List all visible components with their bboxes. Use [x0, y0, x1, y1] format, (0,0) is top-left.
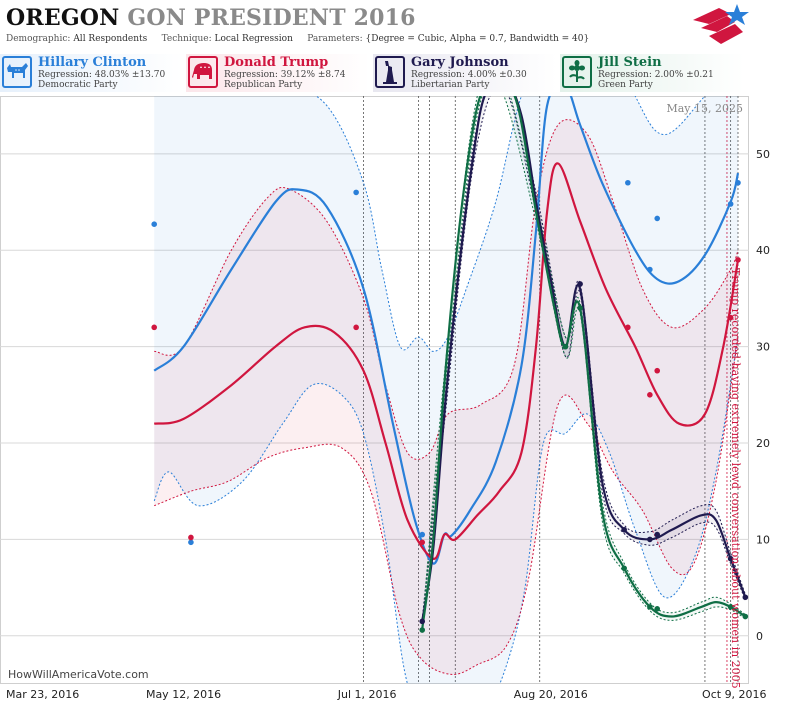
data-point: [188, 534, 194, 541]
y-tick-label: 50: [756, 148, 770, 161]
y-tick-label: 30: [756, 341, 770, 354]
x-tick-label: Jul 1, 2016: [337, 688, 397, 701]
data-point: [625, 179, 631, 186]
data-point: [625, 324, 631, 331]
page-title: OREGON GON PRESIDENT 2016: [6, 5, 416, 31]
data-point: [735, 257, 741, 263]
data-point: [353, 189, 359, 196]
plot-frame: [0, 96, 749, 684]
regression-line: [421, 96, 746, 630]
source-footer: HowWillAmericaVote.com: [8, 668, 149, 681]
data-point: [577, 305, 583, 311]
title-state: OREGON: [6, 5, 120, 31]
data-point: [188, 539, 194, 546]
data-point: [742, 613, 749, 620]
candidate-regression: Regression: 2.00% ±0.21: [598, 70, 714, 80]
candidate-party: Libertarian Party: [411, 80, 490, 90]
lower-bound-line: [153, 336, 739, 684]
candidate-name: Hillary Clinton: [38, 55, 147, 70]
y-tick-label: 0: [756, 630, 763, 643]
flower-icon: [562, 56, 592, 88]
confidence-band: [154, 119, 738, 675]
data-point: [419, 531, 426, 538]
candidate-party: Green Party: [598, 80, 653, 90]
plot-area: [151, 96, 749, 684]
regression-line: [153, 96, 740, 565]
data-point: [654, 606, 661, 612]
data-point: [727, 201, 734, 207]
candidate-name: Jill Stein: [598, 55, 662, 70]
data-point: [654, 531, 661, 538]
x-tick-label: Oct 9, 2016: [702, 688, 767, 701]
technique-value: Local Regression: [214, 34, 293, 44]
date-label: May 15, 2025: [666, 102, 743, 115]
flag-logo-icon: [693, 4, 749, 44]
data-point: [419, 539, 426, 546]
upper-bound-line: [421, 96, 746, 620]
candidate-regression: Regression: 39.12% ±8.74: [224, 70, 346, 80]
candidate-card-clinton: Hillary Clinton Regression: 48.03% ±13.7…: [0, 54, 184, 92]
data-point: [654, 215, 661, 222]
upper-bound-line: [421, 96, 746, 628]
regression-line: [421, 96, 747, 622]
data-point: [562, 343, 569, 350]
data-point: [647, 604, 653, 610]
candidate-party: Republican Party: [224, 80, 303, 90]
data-point: [727, 314, 734, 321]
candidate-name: Gary Johnson: [411, 55, 509, 70]
data-point: [621, 565, 627, 572]
data-point: [647, 536, 653, 543]
y-tick-label: 10: [756, 533, 770, 546]
x-tick-label: May 12, 2016: [146, 688, 221, 701]
candidate-regression: Regression: 48.03% ±13.70: [38, 70, 166, 80]
candidate-legend: Hillary Clinton Regression: 48.03% ±13.7…: [0, 54, 749, 94]
data-point: [577, 281, 583, 287]
demographic-label: Demographic:: [6, 34, 71, 44]
donkey-icon: [2, 56, 32, 88]
title-race: GON PRESIDENT 2016: [127, 5, 416, 31]
parameters-label: Parameters:: [307, 34, 363, 44]
data-point: [647, 392, 653, 398]
data-point: [727, 604, 734, 610]
elephant-icon: [188, 56, 218, 88]
lower-bound-line: [421, 96, 746, 624]
data-point: [419, 627, 426, 633]
statue-of-liberty-icon: [375, 56, 405, 88]
data-point: [419, 618, 426, 625]
parameters-value: {Degree = Cubic, Alpha = 0.7, Bandwidth …: [365, 34, 590, 44]
x-tick-label: Mar 23, 2016: [6, 688, 79, 701]
data-point: [151, 324, 158, 331]
y-tick-label: 40: [756, 244, 770, 257]
candidate-name: Donald Trump: [224, 55, 329, 70]
candidate-card-trump: Donald Trump Regression: 39.12% ±8.74 Re…: [186, 54, 370, 92]
data-point: [353, 324, 359, 331]
demographic-value: All Respondents: [73, 34, 148, 44]
upper-bound-line: [154, 119, 739, 460]
data-point: [654, 367, 661, 374]
data-point: [742, 594, 749, 601]
lower-bound-line: [154, 336, 739, 675]
regression-line: [154, 162, 740, 560]
technique-label: Technique:: [161, 34, 212, 44]
annotation-text: Trump recorded having extremely lewd con…: [729, 268, 742, 689]
data-point: [647, 266, 653, 273]
data-point: [735, 179, 741, 186]
data-point: [621, 526, 627, 533]
x-tick-label: Aug 20, 2016: [514, 688, 588, 701]
candidate-card-johnson: Gary Johnson Regression: 4.00% ±0.30 Lib…: [373, 54, 557, 92]
data-point: [151, 221, 158, 228]
parameters-line: Demographic: All Respondents Technique: …: [6, 34, 589, 44]
y-tick-label: 20: [756, 437, 770, 450]
candidate-regression: Regression: 4.00% ±0.30: [411, 70, 527, 80]
candidate-card-stein: Jill Stein Regression: 2.00% ±0.21 Green…: [560, 54, 744, 92]
candidate-party: Democratic Party: [38, 80, 118, 90]
data-point: [727, 555, 734, 562]
